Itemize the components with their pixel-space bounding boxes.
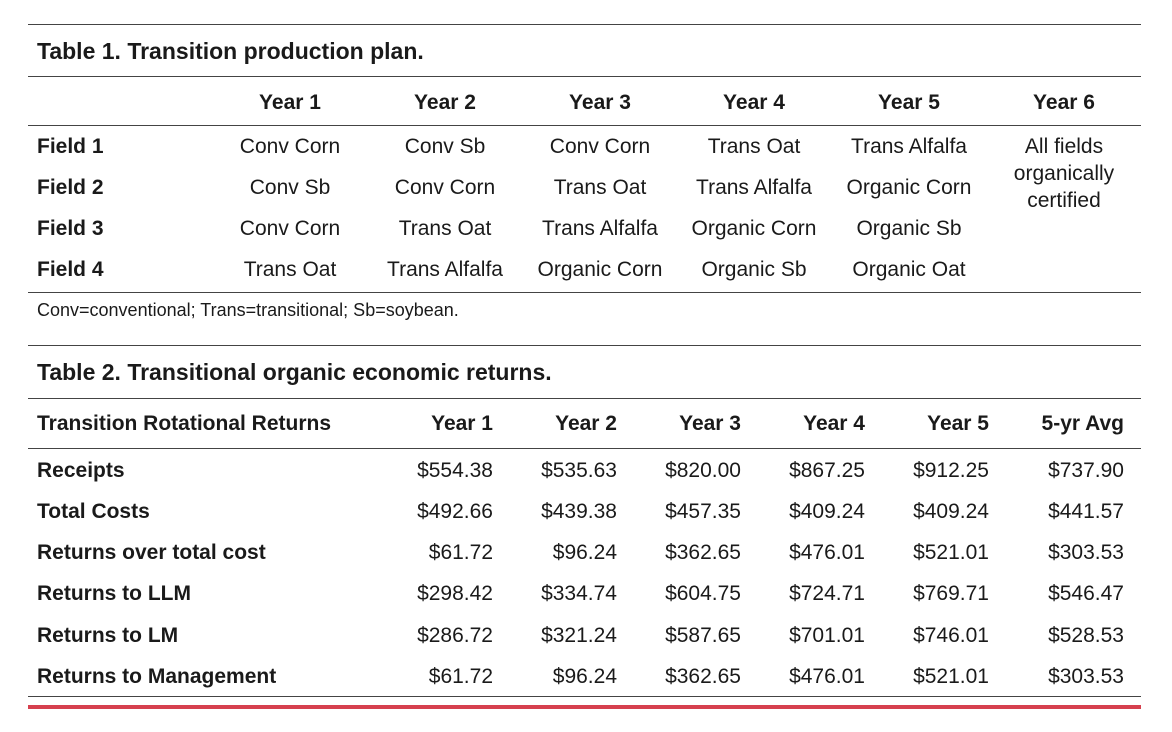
table2-body-rule: [28, 448, 1141, 449]
row-label: Field 2: [37, 176, 104, 199]
table-cell: $362.65: [665, 665, 741, 688]
table-cell: $528.53: [1048, 624, 1124, 647]
table-cell: $769.71: [913, 582, 989, 605]
table-cell: $96.24: [552, 665, 617, 688]
table2-header-year4: Year 4: [803, 412, 865, 435]
table1-bottom-rule: [28, 292, 1141, 293]
table-cell: Trans Alfalfa: [696, 176, 812, 199]
table-cell: Organic Sb: [856, 217, 962, 240]
table-cell: Conv Corn: [394, 176, 496, 199]
row-label: Field 3: [37, 217, 104, 240]
table-cell: Conv Sb: [404, 135, 486, 158]
table-cell: Conv Corn: [549, 135, 651, 158]
table-cell: $321.24: [541, 624, 617, 647]
table-cell: $476.01: [789, 665, 865, 688]
table-cell: $604.75: [665, 582, 741, 605]
table-cell: Trans Oat: [243, 258, 337, 281]
table-cell: $746.01: [913, 624, 989, 647]
table-cell: Organic Sb: [701, 258, 807, 281]
table1-header-year6: Year 6: [1033, 91, 1095, 114]
table-cell: $737.90: [1048, 459, 1124, 482]
table-cell: $457.35: [665, 500, 741, 523]
table-cell: $61.72: [428, 665, 493, 688]
table-cell: $912.25: [913, 459, 989, 482]
table1-title: Table 1. Transition production plan.: [37, 38, 424, 64]
table-cell: $61.72: [428, 541, 493, 564]
table-cell: Organic Corn: [846, 176, 972, 199]
table2-bottom-rule: [28, 696, 1141, 697]
table-cell: $441.57: [1048, 500, 1124, 523]
accent-bar: [28, 705, 1141, 709]
table-cell: Trans Oat: [553, 176, 647, 199]
year6-note-line: organically: [1013, 162, 1115, 185]
table-cell: $286.72: [417, 624, 493, 647]
year6-note: All fields organically certified: [994, 133, 1134, 214]
table-cell: $820.00: [665, 459, 741, 482]
row-label: Receipts: [37, 459, 125, 482]
table-cell: $521.01: [913, 665, 989, 688]
table-cell: Conv Corn: [239, 217, 341, 240]
table-cell: $521.01: [913, 541, 989, 564]
table1-header-year4: Year 4: [723, 91, 785, 114]
table1-header-year5: Year 5: [878, 91, 940, 114]
table2-header-year3: Year 3: [679, 412, 741, 435]
row-label: Total Costs: [37, 500, 150, 523]
table-cell: $724.71: [789, 582, 865, 605]
row-label: Returns to LM: [37, 624, 179, 647]
table-cell: Organic Oat: [852, 258, 966, 281]
table-cell: Trans Alfalfa: [542, 217, 658, 240]
table1-header-rule: [28, 76, 1141, 77]
table-cell: Trans Oat: [398, 217, 492, 240]
table2-top-rule: [28, 345, 1141, 346]
table2-title: Table 2. Transitional organic economic r…: [37, 359, 552, 385]
row-label: Returns to Management: [37, 665, 277, 688]
row-label: Returns to LLM: [37, 582, 191, 605]
table-cell: $303.53: [1048, 541, 1124, 564]
table2-header-year5: Year 5: [927, 412, 989, 435]
table-cell: $535.63: [541, 459, 617, 482]
table-cell: $439.38: [541, 500, 617, 523]
table-cell: Trans Alfalfa: [851, 135, 967, 158]
table2-corner-header: Transition Rotational Returns: [37, 412, 332, 435]
table1-body-rule: [28, 125, 1141, 126]
row-label: Returns over total cost: [37, 541, 266, 564]
table2-header-year2: Year 2: [555, 412, 617, 435]
table2-header-year1: Year 1: [431, 412, 493, 435]
table-cell: $492.66: [417, 500, 493, 523]
table-cell: $409.24: [789, 500, 865, 523]
table2-header-rule: [28, 398, 1141, 399]
table-cell: $554.38: [417, 459, 493, 482]
table-cell: $587.65: [665, 624, 741, 647]
table1-top-rule: [28, 24, 1141, 25]
table1-footnote: Conv=conventional; Trans=transitional; S…: [37, 300, 459, 320]
year6-note-line: All fields: [1024, 135, 1104, 158]
table-cell: $362.65: [665, 541, 741, 564]
table-cell: $298.42: [417, 582, 493, 605]
table1-header-year1: Year 1: [259, 91, 321, 114]
row-label: Field 4: [37, 258, 104, 281]
year6-note-line: certified: [1027, 189, 1101, 212]
table-cell: $96.24: [552, 541, 617, 564]
table-cell: Conv Corn: [239, 135, 341, 158]
table2-header-5yr-avg: 5-yr Avg: [1041, 412, 1124, 435]
table1-header-year3: Year 3: [569, 91, 631, 114]
table-cell: Trans Oat: [707, 135, 801, 158]
row-label: Field 1: [37, 135, 104, 158]
table-cell: Organic Corn: [537, 258, 663, 281]
table-cell: $867.25: [789, 459, 865, 482]
table-cell: $334.74: [541, 582, 617, 605]
table-cell: Conv Sb: [249, 176, 331, 199]
table-cell: $701.01: [789, 624, 865, 647]
table-cell: $303.53: [1048, 665, 1124, 688]
table-cell: Trans Alfalfa: [387, 258, 503, 281]
table-cell: Organic Corn: [691, 217, 817, 240]
table-cell: $476.01: [789, 541, 865, 564]
table-cell: $409.24: [913, 500, 989, 523]
table1-header-year2: Year 2: [414, 91, 476, 114]
table-cell: $546.47: [1048, 582, 1124, 605]
